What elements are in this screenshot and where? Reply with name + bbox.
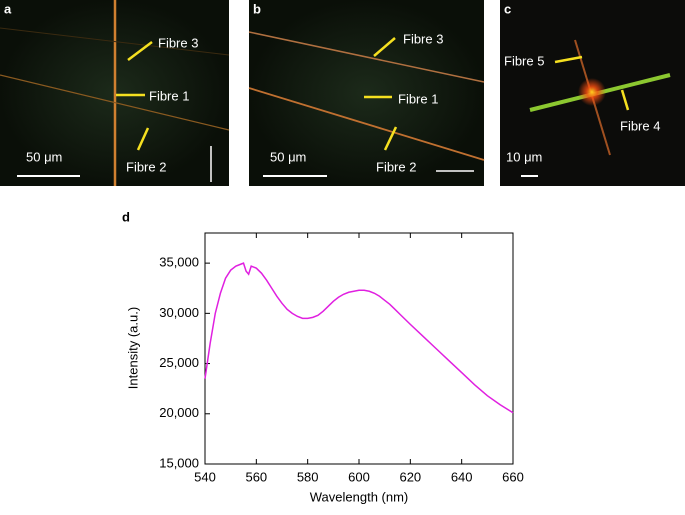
panel-label: a — [4, 1, 12, 16]
x-tick-label: 660 — [502, 469, 524, 484]
panel-label: d — [122, 209, 130, 224]
scale-bar-label: 50 μm — [270, 149, 306, 164]
arrow — [136, 127, 150, 151]
fibre — [248, 31, 485, 83]
x-tick-label: 620 — [399, 469, 421, 484]
arrow — [554, 55, 583, 64]
arrow — [127, 41, 153, 61]
chart: d Wavelength (nm) Intensity (a.u.) 540 56… — [122, 209, 524, 504]
arrow — [373, 37, 396, 57]
fibre — [0, 27, 230, 56]
panel-label: c — [504, 1, 511, 16]
intersection — [578, 78, 606, 106]
y-tick-label: 20,000 — [159, 405, 199, 420]
annotation: Fibre 3 — [403, 31, 443, 46]
y-tick-label: 15,000 — [159, 455, 199, 470]
arrow — [383, 126, 398, 151]
micrograph — [249, 0, 484, 186]
arrow — [620, 89, 630, 111]
panel-label: b — [253, 1, 261, 16]
panel-a: a Fibre 3 Fibre 1 Fibre 2 50 μm — [0, 0, 230, 186]
fibre — [248, 87, 485, 161]
fibre — [0, 74, 230, 131]
annotation: Fibre 2 — [126, 159, 166, 174]
annotation: Fibre 2 — [376, 159, 416, 174]
x-tick-label: 640 — [451, 469, 473, 484]
panel-c: c Fibre 5 Fibre 4 10 μm — [500, 0, 685, 186]
annotation: Fibre 5 — [504, 53, 544, 68]
annotation: Fibre 3 — [158, 35, 198, 50]
scale-bar-label: 10 μm — [506, 149, 542, 164]
x-tick-label: 560 — [245, 469, 267, 484]
spectrum-line — [204, 262, 514, 414]
annotation: Fibre 1 — [149, 88, 189, 103]
scale-bar-label: 50 μm — [26, 149, 62, 164]
x-axis-label: Wavelength (nm) — [310, 489, 409, 504]
y-axis-label: Intensity (a.u.) — [125, 307, 140, 389]
annotation: Fibre 4 — [620, 118, 660, 133]
x-tick-label: 540 — [194, 469, 216, 484]
panel-b: b Fibre 3 Fibre 1 Fibre 2 50 μm — [248, 0, 485, 186]
y-tick-label: 35,000 — [159, 255, 199, 270]
x-tick-label: 580 — [297, 469, 319, 484]
annotation: Fibre 1 — [398, 91, 438, 106]
x-tick-label: 600 — [348, 469, 370, 484]
y-tick-label: 25,000 — [159, 355, 199, 370]
y-tick-label: 30,000 — [159, 305, 199, 320]
